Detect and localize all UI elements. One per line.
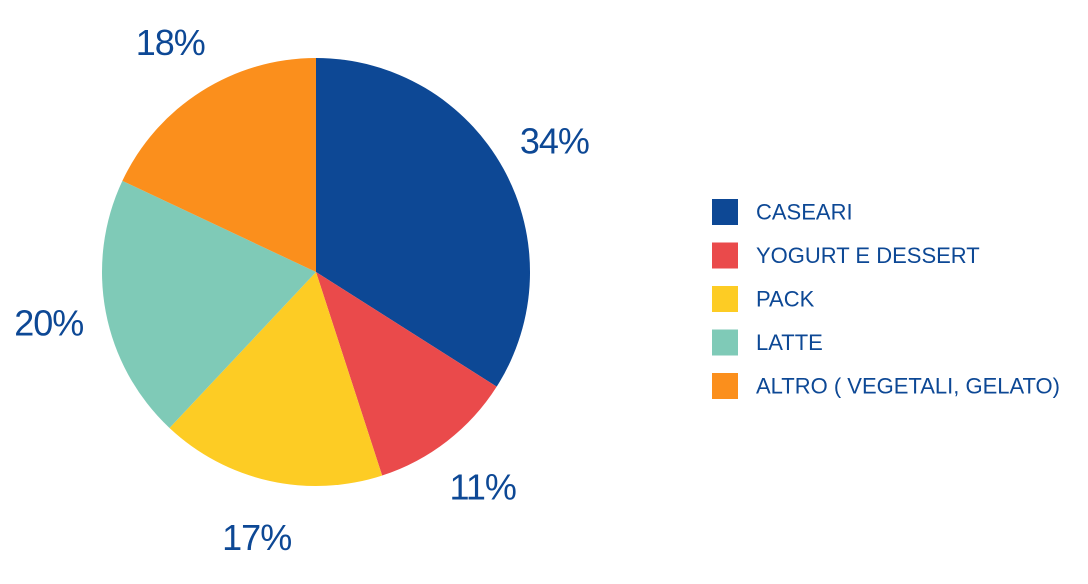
legend-label-yogurt-e-dessert: YOGURT E DESSERT xyxy=(756,243,980,268)
data-label-yogurt-e-dessert: 11% xyxy=(450,466,516,507)
pie-slices xyxy=(102,58,531,487)
pie-data-labels: 34% 11% 17% 20% 18% xyxy=(14,22,590,558)
legend-label-caseari: CASEARI xyxy=(756,200,853,225)
legend-label-latte: LATTE xyxy=(756,330,823,355)
pie-slice-latte xyxy=(102,180,316,428)
pie-slice-altro-vegetali-gelato xyxy=(122,58,317,272)
data-label-latte: 20% xyxy=(14,303,83,344)
legend-label-altro-vegetali-gelato: ALTRO ( VEGETALI, GELATO) xyxy=(756,374,1060,399)
legend-swatch-altro-vegetali-gelato xyxy=(712,373,738,399)
pie-slice-yogurt-e-dessert xyxy=(316,272,497,476)
pie-slice-pack xyxy=(169,272,383,487)
legend-swatch-pack xyxy=(712,286,738,312)
pie-slice-caseari xyxy=(316,58,531,387)
data-label-altro-vegetali-gelato: 18% xyxy=(136,22,205,63)
data-label-caseari: 34% xyxy=(520,121,589,162)
legend-swatch-yogurt-e-dessert xyxy=(712,242,738,269)
legend-label-pack: PACK xyxy=(756,287,815,312)
data-label-pack: 17% xyxy=(222,517,291,558)
legend-swatch-latte xyxy=(712,329,738,356)
legend-swatch-caseari xyxy=(712,199,738,225)
legend: CASEARI YOGURT E DESSERT PACK LATTE ALTRO ( … xyxy=(712,199,1060,399)
